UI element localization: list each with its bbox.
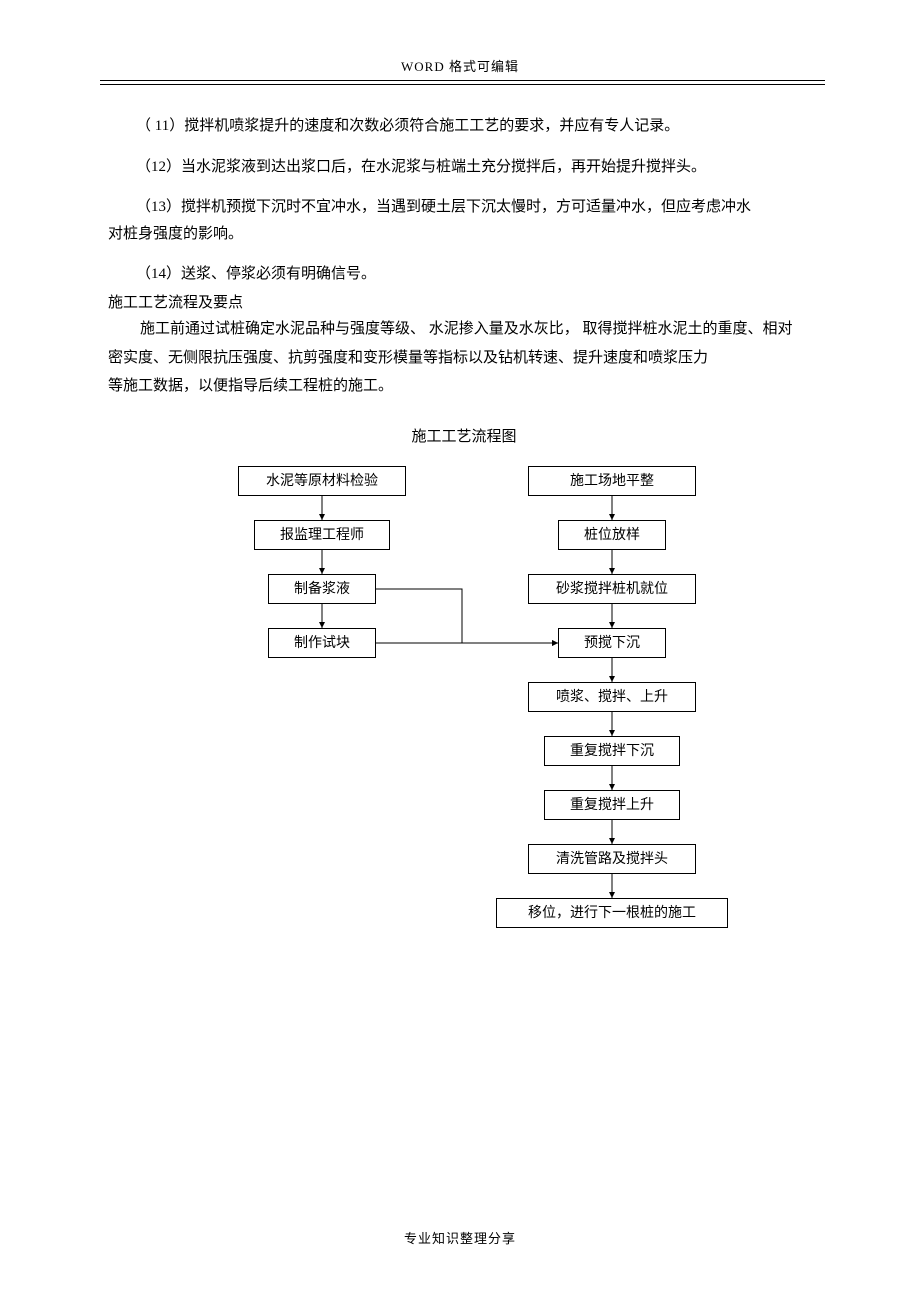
flow-node-r1: 施工场地平整	[528, 466, 696, 496]
flow-node-n3: 制备浆液	[268, 574, 376, 604]
intro-1: 施工前通过试桩确定水泥品种与强度等级、 水泥掺入量及水灰比， 取得搅拌桩水泥土的…	[108, 318, 820, 341]
page-footer: 专业知识整理分享	[0, 1228, 920, 1247]
flow-title: 施工工艺流程图	[108, 426, 820, 449]
flow-node-r6: 重复搅拌下沉	[544, 736, 680, 766]
flow-node-r4: 预搅下沉	[558, 628, 666, 658]
flow-node-r7: 重复搅拌上升	[544, 790, 680, 820]
section-title: 施工工艺流程及要点	[108, 292, 820, 315]
flow-node-r5: 喷浆、搅拌、上升	[528, 682, 696, 712]
flowchart: 水泥等原材料检验报监理工程师制备浆液制作试块 施工场地平整桩位放样砂浆搅拌桩机就位…	[108, 466, 820, 966]
page-header: WORD 格式可编辑	[0, 0, 920, 75]
page: WORD 格式可编辑 （ 11）搅拌机喷浆提升的速度和次数必须符合施工工艺的要求…	[0, 0, 920, 1303]
para-13a: （13）搅拌机预搅下沉时不宜冲水，当遇到硬土层下沉太慢时，方可适量冲水，但应考虑…	[108, 196, 820, 219]
para-11: （ 11）搅拌机喷浆提升的速度和次数必须符合施工工艺的要求，并应有专人记录。	[108, 115, 820, 138]
header-rule-thick	[100, 80, 825, 81]
header-rule-thin	[100, 84, 825, 85]
content-block: （ 11）搅拌机喷浆提升的速度和次数必须符合施工工艺的要求，并应有专人记录。 （…	[108, 115, 820, 966]
para-13b: 对桩身强度的影响。	[108, 223, 820, 246]
flowchart-arrows	[108, 466, 828, 966]
flow-node-r8: 清洗管路及搅拌头	[528, 844, 696, 874]
flow-node-n2: 报监理工程师	[254, 520, 390, 550]
intro-2: 密实度、无侧限抗压强度、抗剪强度和变形模量等指标以及钻机转速、提升速度和喷浆压力	[108, 347, 820, 370]
para-14: （14）送浆、停浆必须有明确信号。	[108, 263, 820, 286]
flow-node-n1: 水泥等原材料检验	[238, 466, 406, 496]
flow-node-r2: 桩位放样	[558, 520, 666, 550]
intro-3: 等施工数据，以便指导后续工程桩的施工。	[108, 375, 820, 398]
flow-node-n4: 制作试块	[268, 628, 376, 658]
flow-node-r9: 移位，进行下一根桩的施工	[496, 898, 728, 928]
para-12: （12）当水泥浆液到达出浆口后，在水泥浆与桩端土充分搅拌后，再开始提升搅拌头。	[108, 156, 820, 179]
flow-node-r3: 砂浆搅拌桩机就位	[528, 574, 696, 604]
